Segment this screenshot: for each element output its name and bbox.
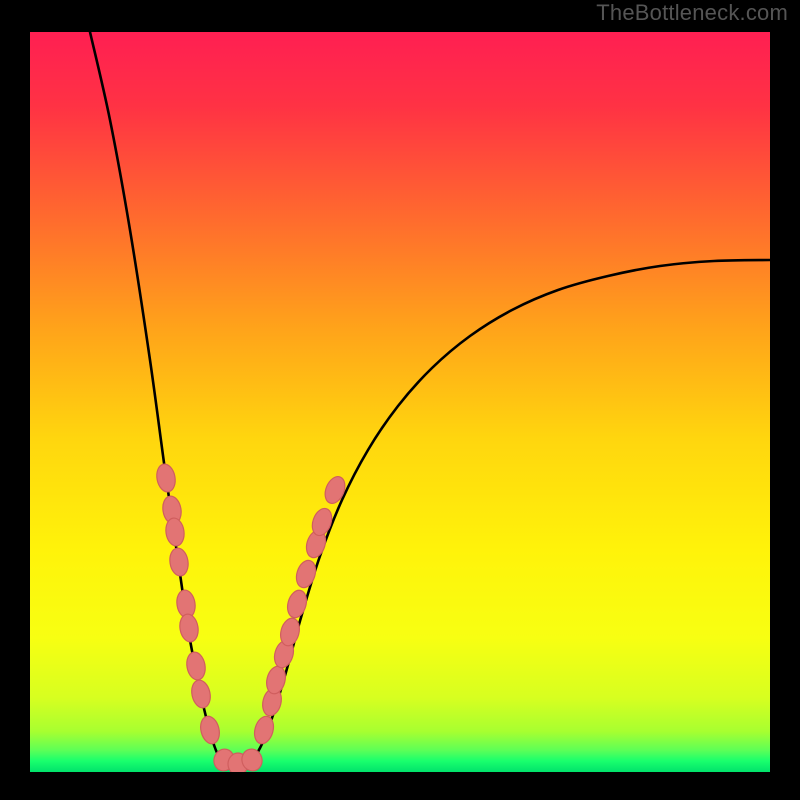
chart-stage: TheBottleneck.com: [0, 0, 800, 800]
plot-area: [30, 32, 770, 775]
watermark-text: TheBottleneck.com: [596, 0, 788, 26]
bottleneck-chart-svg: [0, 0, 800, 800]
